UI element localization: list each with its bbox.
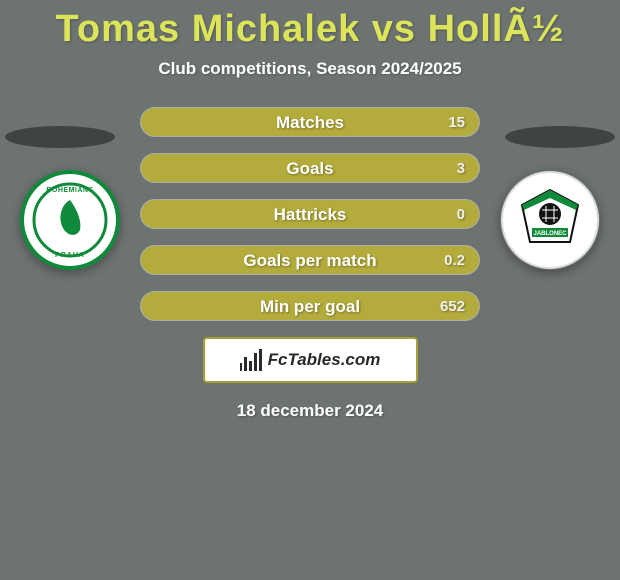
stat-row: Hattricks0 (140, 199, 480, 229)
stat-label: Goals per match (141, 246, 479, 274)
jablonec-logo-icon: JABLONEC (500, 170, 600, 270)
stat-label: Hattricks (141, 200, 479, 228)
brand-box[interactable]: FcTables.com (203, 337, 418, 383)
stat-row: Matches15 (140, 107, 480, 137)
club-badge-left: BOHEMIANS PRAHA (20, 170, 120, 270)
svg-text:PRAHA: PRAHA (55, 252, 85, 259)
svg-text:JABLONEC: JABLONEC (533, 231, 567, 237)
stat-label: Min per goal (141, 292, 479, 320)
stat-row: Min per goal652 (140, 291, 480, 321)
date-label: 18 december 2024 (0, 401, 620, 421)
brand-label: FcTables.com (268, 350, 381, 370)
bar-chart-icon (240, 349, 262, 371)
bohemians-logo-icon: BOHEMIANS PRAHA (20, 170, 120, 270)
stat-row: Goals3 (140, 153, 480, 183)
club-badge-right: JABLONEC (500, 170, 600, 270)
stat-value-right: 15 (448, 108, 465, 136)
stat-label: Matches (141, 108, 479, 136)
stat-label: Goals (141, 154, 479, 182)
stats-list: Matches15 Goals3 Hattricks0 Goals per match… (140, 107, 480, 321)
stat-value-right: 0 (457, 200, 465, 228)
player-shadow-left (5, 126, 115, 148)
stat-row: Goals per match0.2 (140, 245, 480, 275)
player-shadow-right (505, 126, 615, 148)
stat-value-right: 652 (440, 292, 465, 320)
stat-value-right: 3 (457, 154, 465, 182)
subtitle: Club competitions, Season 2024/2025 (0, 59, 620, 79)
page-title: Tomas Michalek vs HollÃ½ (0, 0, 620, 51)
comparison-widget: Tomas Michalek vs HollÃ½ Club competitio… (0, 0, 620, 580)
svg-text:BOHEMIANS: BOHEMIANS (46, 187, 93, 194)
stat-value-right: 0.2 (444, 246, 465, 274)
